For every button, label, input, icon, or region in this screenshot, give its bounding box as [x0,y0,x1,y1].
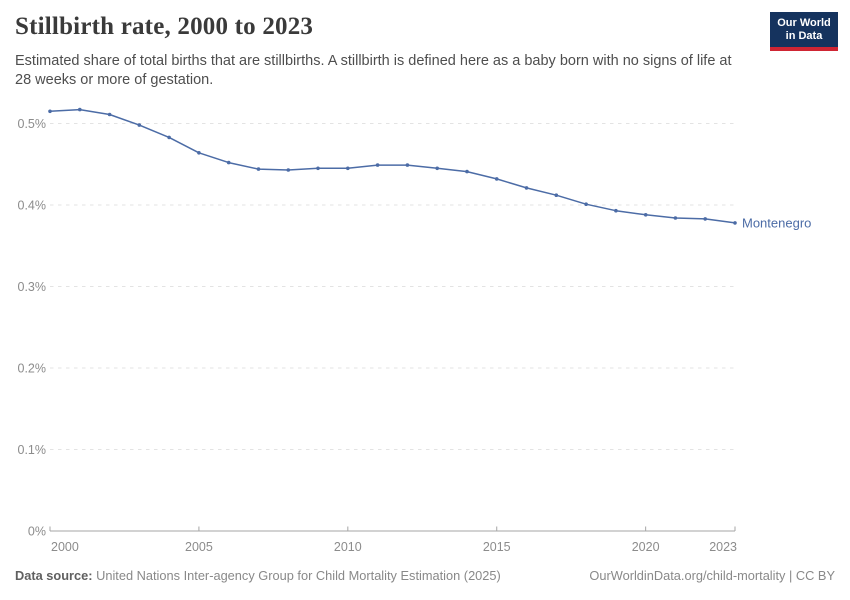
data-point[interactable] [524,186,529,190]
y-axis-label: 0% [28,525,46,539]
data-point[interactable] [703,217,707,221]
data-source-text: United Nations Inter-agency Group for Ch… [96,568,501,583]
y-axis-label: 0.3% [18,280,47,294]
data-point[interactable] [286,168,291,172]
data-point[interactable] [405,163,410,167]
data-point[interactable] [465,169,469,174]
y-axis-label: 0.2% [18,362,47,376]
data-point[interactable] [167,135,171,140]
data-point[interactable] [346,166,350,171]
x-axis-label: 2010 [334,540,362,554]
data-source-note: Data source: United Nations Inter-agency… [15,568,501,583]
data-point[interactable] [316,166,320,171]
data-point[interactable] [107,112,112,117]
x-axis-label: 2020 [632,540,660,554]
x-axis-label: 2000 [51,540,79,554]
data-point[interactable] [197,151,201,155]
data-point[interactable] [137,123,142,127]
data-point[interactable] [48,109,52,114]
x-axis-label: 2023 [709,540,737,554]
data-point[interactable] [554,193,559,197]
data-point[interactable] [375,163,380,167]
x-axis-label: 2005 [185,540,213,554]
y-axis-label: 0.4% [18,199,47,213]
data-point[interactable] [435,166,440,171]
data-point[interactable] [733,221,737,225]
x-axis-label: 2015 [483,540,511,554]
data-point[interactable] [673,216,678,220]
y-axis-label: 0.5% [18,117,47,131]
series-end-label: Montenegro [742,215,811,230]
owid-logo[interactable]: Our World in Data [770,12,838,51]
data-point[interactable] [584,202,588,206]
chart-footer: Data source: United Nations Inter-agency… [15,568,835,583]
data-point[interactable] [643,213,648,217]
chart-title: Stillbirth rate, 2000 to 2023 [15,13,314,40]
chart-subtitle: Estimated share of total births that are… [15,53,732,88]
data-point[interactable] [226,160,231,165]
y-axis-label: 0.1% [18,443,47,457]
owid-license-link[interactable]: OurWorldinData.org/child-mortality | CC … [589,568,835,583]
data-point[interactable] [494,177,499,181]
series-line[interactable] [49,108,736,224]
data-point[interactable] [256,167,261,171]
owid-logo-text: Our World in Data [777,17,831,42]
data-source-label: Data source: [15,568,93,583]
data-point[interactable] [78,107,82,112]
data-point[interactable] [614,208,618,213]
